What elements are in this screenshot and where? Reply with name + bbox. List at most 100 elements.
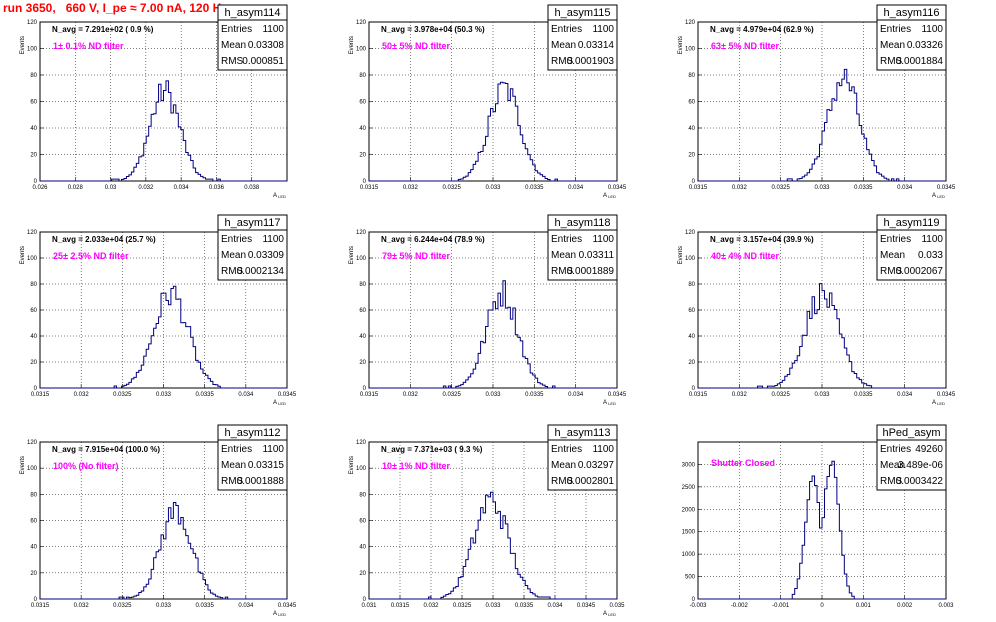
histogram-h_asym113 [369, 491, 617, 600]
stats-key: RMS [880, 476, 903, 487]
stats-key: Entries [551, 24, 582, 35]
y-tick-label: 120 [356, 230, 367, 236]
x-tick-label: 0.0345 [278, 392, 297, 398]
histogram-name: h_asym114 [224, 7, 280, 19]
y-tick-label: 500 [685, 575, 696, 581]
x-tick-label: 0.0345 [937, 185, 956, 191]
navg-label: N_avg = 7.915e+04 (100.0 %) [52, 445, 160, 454]
y-tick-label: 20 [30, 571, 37, 577]
stats-key: Entries [551, 234, 582, 245]
stats-key: RMS [221, 266, 244, 277]
navg-label: N_avg = 6.244e+04 (78.9 %) [381, 235, 485, 244]
y-tick-label: 20 [359, 360, 366, 366]
x-tick-label: 0.032 [423, 603, 439, 609]
y-axis-title: Events [349, 456, 355, 474]
x-tick-label: 0.0325 [771, 392, 790, 398]
stats-key: RMS [880, 56, 903, 67]
x-tick-label: 0.0325 [442, 392, 461, 398]
x-tick-label: 0.0325 [453, 603, 472, 609]
stats-value: 1100 [262, 24, 284, 35]
x-tick-label: 0.0335 [854, 185, 873, 191]
x-tick-label: 0.0315 [31, 392, 50, 398]
y-tick-label: 0 [363, 386, 367, 392]
x-tick-label: 0.0345 [608, 185, 627, 191]
x-tick-label: 0.038 [244, 185, 260, 191]
stats-key: Mean [880, 250, 905, 261]
panel-h_asym119: 0.0315 0.032 0.0325 0.033 0.0335 0.034 0.0345 0… [678, 214, 956, 406]
y-tick-label: 0 [363, 597, 367, 603]
histogram-name: h_asym113 [554, 427, 610, 439]
stats-value: 0.0002067 [896, 266, 944, 277]
y-tick-label: 60 [688, 100, 695, 106]
y-tick-label: 40 [30, 126, 37, 132]
y-tick-label: 100 [356, 466, 367, 472]
stats-value: 1100 [592, 444, 614, 455]
histogram-name: h_asym116 [883, 7, 939, 19]
y-tick-label: 100 [685, 47, 696, 53]
x-tick-label: -0.001 [772, 603, 790, 609]
x-tick-label: 0.0345 [937, 392, 956, 398]
y-tick-label: 120 [27, 230, 38, 236]
x-axis-title: A LED [603, 193, 616, 199]
filter-label: 40± 4% ND filter [711, 251, 779, 261]
y-tick-label: 120 [356, 440, 367, 446]
stats-key: Entries [551, 444, 582, 455]
y-tick-label: 2000 [682, 507, 696, 513]
x-tick-label: 0.0335 [515, 603, 534, 609]
y-tick-label: 40 [688, 126, 695, 132]
x-axis-title: A LED [603, 611, 616, 617]
stats-value: 0.03315 [248, 460, 285, 471]
navg-label: N_avg = 3.978e+04 (50.3 %) [381, 25, 485, 34]
x-tick-label: -0.003 [689, 603, 707, 609]
stats-value: 0.0003422 [896, 476, 944, 487]
y-axis-title: Events [349, 36, 355, 54]
x-tick-label: 0.026 [32, 185, 48, 191]
x-tick-label: 0.034 [897, 392, 913, 398]
x-tick-label: 0.034 [568, 185, 584, 191]
stats-value: 1100 [592, 24, 614, 35]
histogram-h_asym118 [369, 280, 617, 389]
y-tick-label: 60 [30, 308, 37, 314]
x-tick-label: 0.0315 [360, 392, 379, 398]
y-tick-label: 80 [688, 73, 695, 79]
histogram-h_asym119 [698, 283, 946, 389]
x-tick-label: 0.033 [814, 185, 830, 191]
stats-value: 3.489e-06 [898, 460, 943, 471]
x-tick-label: 0.033 [485, 603, 501, 609]
stats-box [876, 214, 947, 281]
y-tick-label: 60 [30, 519, 37, 525]
y-tick-label: 20 [30, 153, 37, 159]
x-tick-label: 0.001 [856, 603, 872, 609]
y-tick-label: 0 [692, 597, 696, 603]
navg-label: N_avg = 7.291e+02 ( 0.9 %) [52, 25, 154, 34]
x-tick-label: 0.0345 [278, 603, 297, 609]
stats-value: 0.0001888 [237, 476, 285, 487]
x-tick-label: 0.0315 [689, 392, 708, 398]
stats-key: RMS [221, 476, 244, 487]
x-axis-title: A LED [273, 193, 286, 199]
stats-value: 1100 [921, 24, 943, 35]
stats-key: Entries [880, 444, 911, 455]
x-tick-label: 0.0345 [608, 392, 627, 398]
y-tick-label: 0 [34, 597, 38, 603]
stats-key: RMS [880, 266, 903, 277]
x-tick-label: 0.031 [361, 603, 377, 609]
x-tick-label: 0.032 [138, 185, 154, 191]
panel-h_asym116: 0.0315 0.032 0.0325 0.033 0.0335 0.034 0.0345 0… [678, 4, 956, 199]
x-tick-label: 0.0325 [113, 603, 132, 609]
stats-value: 0.03314 [578, 40, 615, 51]
x-tick-label: 0.032 [732, 185, 748, 191]
y-tick-label: 120 [27, 20, 38, 26]
y-tick-label: 80 [359, 492, 366, 498]
y-tick-label: 120 [356, 20, 367, 26]
y-tick-label: 40 [30, 545, 37, 551]
y-axis-title: Events [20, 246, 26, 264]
x-tick-label: 0.033 [156, 603, 172, 609]
x-tick-label: 0.034 [568, 392, 584, 398]
y-tick-label: 100 [685, 256, 696, 262]
stats-value: 0.03297 [578, 460, 615, 471]
stats-value: 49260 [915, 444, 943, 455]
histogram-h_asym112 [40, 502, 287, 600]
y-tick-label: 80 [359, 73, 366, 79]
